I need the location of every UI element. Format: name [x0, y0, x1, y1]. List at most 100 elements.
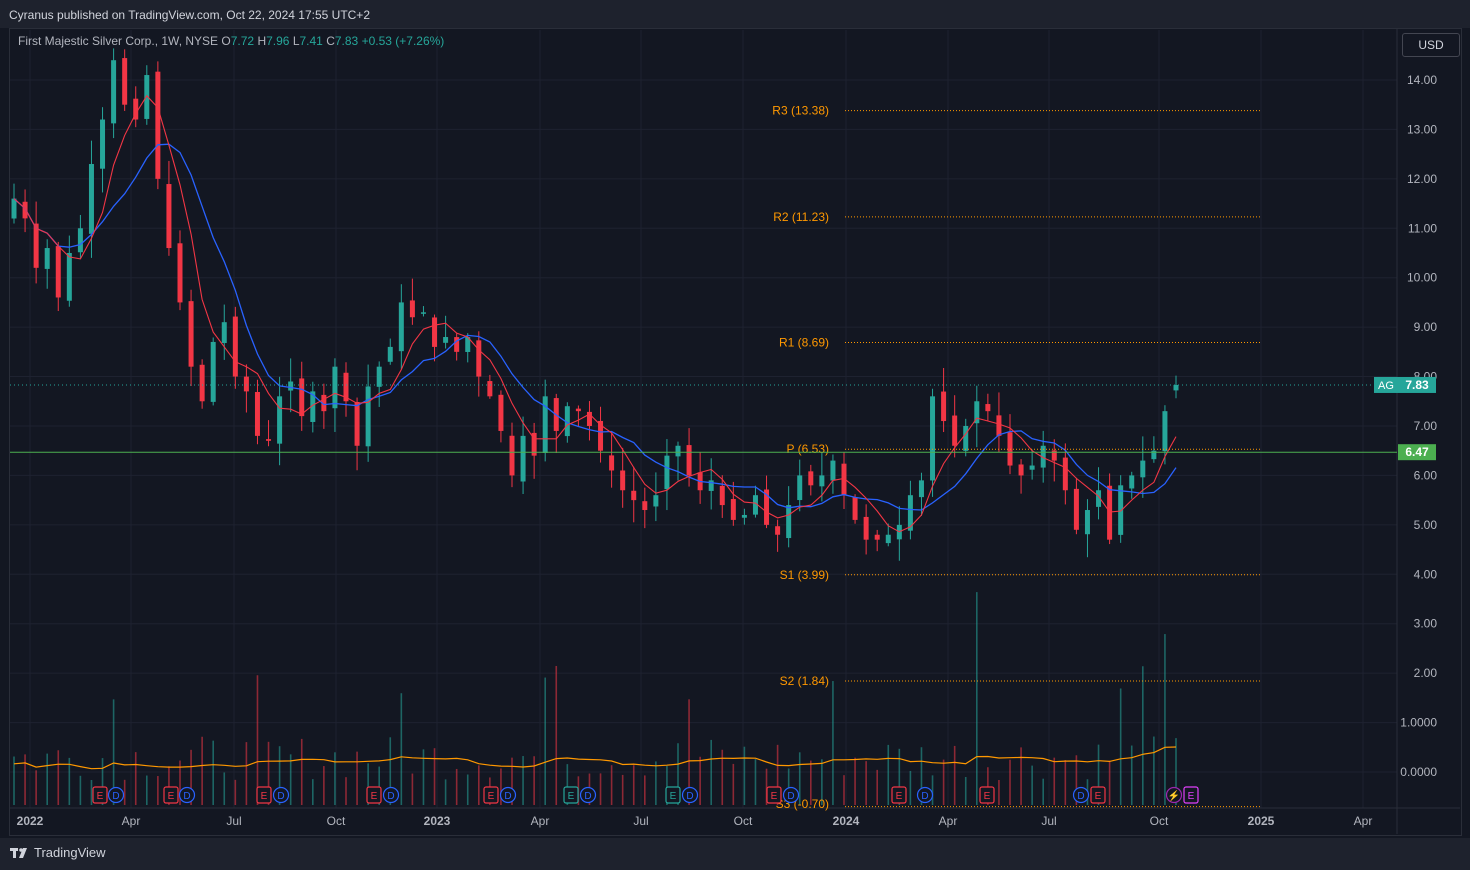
volume-bar — [677, 743, 679, 805]
volume-bar — [776, 744, 779, 805]
candle — [343, 362, 349, 417]
volume-bar — [1020, 747, 1022, 805]
candle — [930, 388, 936, 497]
dividend-marker: D — [782, 786, 800, 804]
candle-body — [963, 425, 969, 451]
pivot-label: R1 (8.69) — [779, 335, 829, 349]
volume-bar — [101, 758, 104, 805]
svg-text:D: D — [1077, 791, 1084, 802]
volume-bar — [544, 677, 546, 805]
candle — [1062, 443, 1068, 505]
svg-text:E: E — [1095, 791, 1102, 802]
price-tick-label: 9.00 — [1414, 320, 1438, 334]
candle-body — [11, 198, 17, 219]
candle — [675, 441, 681, 481]
candle-body — [863, 516, 869, 540]
open-value: 7.72 — [230, 34, 255, 48]
candle-body — [1129, 475, 1135, 489]
candle-body — [310, 391, 316, 422]
candle-body — [808, 471, 814, 486]
candle — [398, 284, 404, 370]
candle-body — [177, 243, 183, 303]
volume-bar — [732, 763, 735, 805]
candle — [232, 306, 238, 389]
dividend-marker: D — [107, 786, 125, 804]
candle — [609, 432, 615, 488]
svg-text:D: D — [787, 791, 794, 802]
candle-body — [952, 415, 958, 446]
publish-bar: Cyranus published on TradingView.com, Oc… — [0, 0, 1470, 28]
candle-body — [243, 376, 249, 392]
candle-body — [133, 98, 139, 120]
volume-bar — [898, 748, 901, 805]
candle — [996, 392, 1002, 453]
candle — [310, 381, 316, 433]
volume-bar — [466, 774, 469, 805]
candle — [620, 447, 626, 508]
candle-body — [907, 495, 913, 531]
candle-body — [88, 164, 94, 234]
last-price-tag — [1398, 376, 1436, 393]
volume-bar — [1142, 666, 1144, 805]
pivot-label: R2 (11.23) — [773, 210, 829, 224]
volume-bar — [1009, 759, 1011, 805]
tradingview-logo[interactable]: TradingView — [10, 845, 106, 860]
candle — [1129, 471, 1135, 499]
volume-bar — [378, 766, 380, 805]
volume-bar — [289, 754, 292, 805]
volume-bar — [68, 757, 71, 805]
candle-body — [232, 316, 238, 377]
volume-bar — [389, 737, 392, 805]
candle-body — [343, 372, 349, 402]
candle — [299, 361, 305, 431]
volume-bar — [234, 779, 237, 805]
earnings-marker: E — [665, 786, 681, 804]
candle — [730, 481, 736, 526]
candle-body — [144, 75, 150, 119]
volume-bar — [953, 745, 956, 805]
candle — [1007, 414, 1013, 475]
candle — [487, 374, 493, 399]
symbol-legend: First Majestic Silver Corp., 1W, NYSE O7… — [18, 34, 444, 48]
candle-body — [509, 435, 515, 476]
candle — [210, 337, 216, 406]
candle-body — [365, 386, 371, 447]
currency-button[interactable]: USD — [1402, 33, 1460, 57]
candle-body — [398, 302, 404, 352]
hline-price-tag — [1398, 444, 1436, 461]
price-tick-label: 1.0000 — [1400, 716, 1437, 730]
candle — [808, 464, 814, 496]
moving-average-slow-line — [13, 143, 1177, 511]
candle — [376, 361, 382, 407]
earnings-marker: E — [891, 786, 907, 804]
candle-body — [22, 201, 28, 219]
volume-bar — [987, 767, 989, 805]
time-tick-label: Oct — [1150, 814, 1169, 828]
price-tick-label: 4.00 — [1414, 567, 1438, 581]
volume-bar — [710, 739, 712, 805]
volume-bar — [433, 748, 436, 805]
svg-text:E: E — [488, 791, 495, 802]
candle-body — [266, 439, 272, 441]
candle — [896, 506, 902, 561]
candle-body — [752, 495, 758, 515]
earnings-marker: E — [766, 786, 782, 804]
candle — [520, 416, 526, 495]
svg-text:⚡: ⚡ — [1168, 789, 1180, 802]
candle-body — [100, 119, 106, 169]
candle-body — [664, 455, 670, 490]
volume-bar — [743, 746, 746, 805]
candle — [199, 359, 205, 409]
candle — [1018, 459, 1024, 494]
candle — [476, 331, 482, 397]
event-markers: E D E D E D E D E D E D E D E D E D E D E ⚡ E — [92, 786, 1199, 804]
candle-body — [1173, 384, 1179, 391]
volume-bar — [334, 752, 336, 805]
earnings-marker: E — [92, 786, 108, 804]
pivot-label: S2 (1.84) — [780, 674, 829, 688]
pivot-label: S1 (3.99) — [780, 568, 829, 582]
volume-bar — [721, 749, 724, 805]
earnings-marker: E — [1183, 786, 1199, 804]
candle — [409, 278, 415, 325]
